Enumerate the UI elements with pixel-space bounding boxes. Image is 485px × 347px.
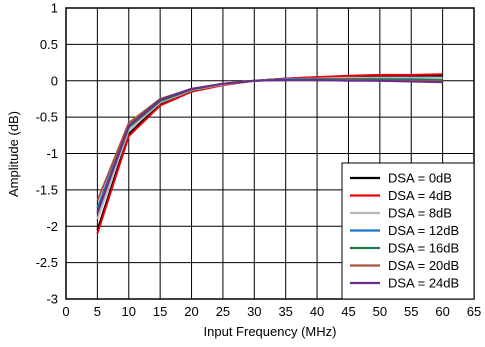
x-tick-label: 45 (341, 304, 355, 319)
y-tick-label: 0 (51, 73, 58, 88)
y-tick-label: -0.5 (36, 110, 58, 125)
y-tick-label: 0.5 (40, 37, 58, 52)
x-tick-labels: 0 5 10 15 20 25 30 35 40 45 50 55 60 65 (62, 304, 481, 319)
y-tick-label: -3 (46, 292, 58, 307)
y-tick-label: -1.5 (36, 182, 58, 197)
series-lines (96, 73, 443, 234)
x-tick-label: 10 (122, 304, 136, 319)
legend-label: DSA = 20dB (388, 258, 459, 273)
y-axis-label: Amplitude (dB) (6, 111, 21, 197)
x-tick-label: 0 (62, 304, 69, 319)
x-tick-label: 35 (278, 304, 292, 319)
x-tick-label: 5 (94, 304, 101, 319)
x-tick-label: 40 (310, 304, 324, 319)
x-tick-label: 20 (184, 304, 198, 319)
legend-label: DSA = 8dB (388, 206, 452, 221)
x-tick-label: 25 (216, 304, 230, 319)
y-tick-label: -2 (46, 219, 58, 234)
legend-label: DSA = 16dB (388, 241, 459, 256)
x-tick-label: 65 (467, 304, 481, 319)
y-tick-label: -2.5 (36, 255, 58, 270)
legend: DSA = 0dB DSA = 4dB DSA = 8dB DSA = 12dB DSA… (341, 162, 475, 300)
x-tick-label: 60 (435, 304, 449, 319)
legend-label: DSA = 12dB (388, 223, 459, 238)
y-tick-labels: 1 0.5 0 -0.5 -1 -1.5 -2 -2.5 -3 (36, 1, 58, 307)
plot-border (65, 7, 475, 300)
series-line-6 (96, 79, 443, 214)
x-axis-label: Input Frequency (MHz) (204, 324, 337, 339)
x-tick-label: 50 (373, 304, 387, 319)
legend-label: DSA = 4dB (388, 188, 452, 203)
x-tick-label: 55 (404, 304, 418, 319)
legend-label: DSA = 0dB (388, 171, 452, 186)
legend-label: DSA = 24dB (388, 276, 459, 291)
y-tick-label: 1 (51, 1, 58, 16)
x-tick-label: 30 (247, 304, 261, 319)
x-tick-label: 15 (153, 304, 167, 319)
y-tick-label: -1 (46, 146, 58, 161)
